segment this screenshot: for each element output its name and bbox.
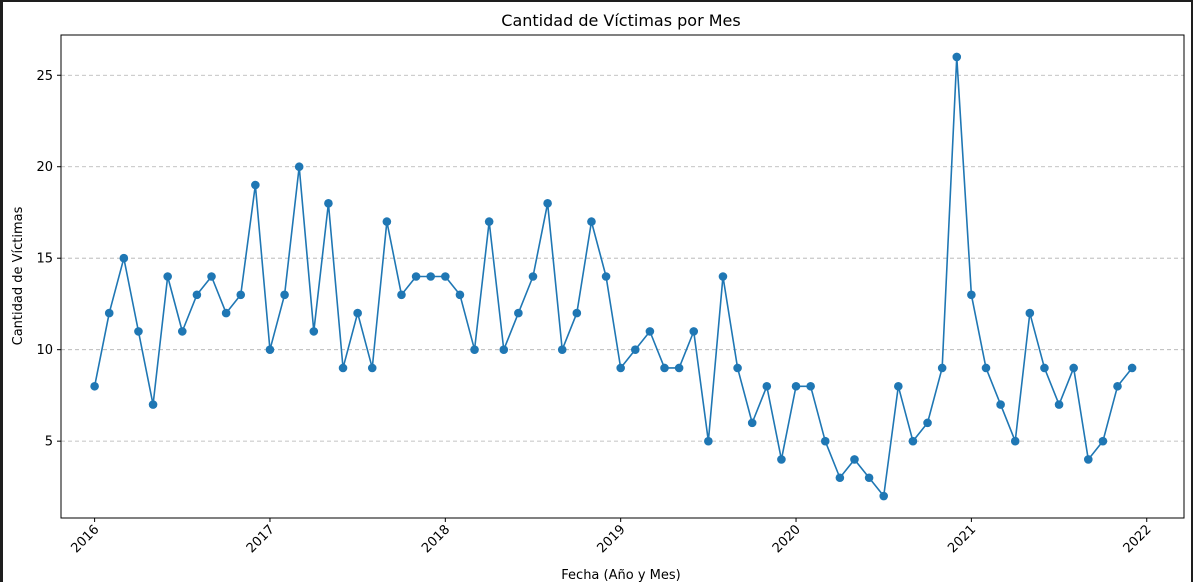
data-point-2017-04	[309, 327, 319, 336]
data-point-2018-06	[514, 308, 523, 318]
data-point-2019-08	[718, 272, 728, 281]
data-point-2020-01	[791, 381, 801, 391]
y-tick-label: 10	[36, 343, 53, 358]
x-tick-label: 2022	[1121, 522, 1155, 556]
data-point-2021-02	[981, 363, 991, 373]
data-point-2020-06	[864, 473, 874, 483]
window-frame-left	[0, 0, 3, 582]
data-point-2018-03	[470, 345, 479, 354]
data-point-2020-11	[937, 363, 947, 373]
data-point-2019-10	[747, 418, 757, 428]
data-point-2018-02	[455, 290, 465, 300]
y-tick-label: 15	[36, 252, 53, 267]
data-point-2021-11	[1113, 381, 1122, 391]
data-point-2019-06	[689, 327, 699, 336]
data-point-2016-01	[90, 381, 99, 391]
window-frame-top	[0, 0, 1193, 2]
data-point-2020-04	[835, 473, 845, 483]
data-point-2016-08	[192, 290, 202, 300]
data-point-2018-07	[528, 272, 538, 281]
data-point-2019-02	[630, 345, 640, 354]
data-point-2018-11	[587, 217, 596, 226]
data-point-2020-10	[923, 418, 932, 428]
data-point-2017-06	[338, 363, 348, 373]
data-point-2016-09	[207, 272, 216, 281]
data-point-2021-05	[1025, 308, 1035, 318]
data-point-2016-12	[251, 180, 260, 190]
x-tick-label: 2019	[594, 522, 628, 556]
data-point-2017-10	[397, 290, 406, 300]
data-point-2021-12	[1127, 363, 1137, 373]
data-point-2016-05	[148, 400, 158, 409]
data-point-2018-09	[557, 345, 567, 354]
data-point-2019-09	[733, 363, 742, 373]
data-point-2016-03	[119, 253, 129, 263]
y-tick-label: 20	[36, 160, 53, 175]
data-point-2021-01	[967, 290, 976, 300]
y-gridlines	[61, 74, 1184, 442]
data-point-2016-10	[221, 308, 231, 318]
data-point-2020-12	[952, 52, 962, 62]
data-point-2017-12	[426, 272, 436, 281]
data-point-2017-03	[294, 162, 304, 172]
data-point-2020-07	[879, 491, 889, 501]
data-point-2020-08	[894, 381, 903, 391]
data-point-2019-05	[674, 363, 684, 373]
data-point-2019-03	[645, 327, 655, 336]
data-point-2017-11	[411, 272, 421, 281]
data-point-2016-06	[163, 272, 172, 281]
window-frame-right	[1191, 0, 1193, 582]
plot-area-frame	[60, 34, 1185, 519]
data-point-2016-04	[134, 327, 143, 336]
data-point-2021-09	[1083, 455, 1093, 464]
data-point-2019-01	[616, 363, 625, 373]
data-point-2016-02	[104, 308, 114, 318]
data-point-2021-10	[1098, 436, 1108, 446]
y-axis: 5 10 15 20 25	[36, 69, 61, 450]
data-point-2017-08	[367, 363, 377, 373]
data-point-2021-04	[1010, 436, 1020, 446]
data-point-2019-11	[762, 381, 772, 391]
data-point-2019-07	[704, 436, 713, 446]
data-point-2016-11	[236, 290, 246, 300]
y-tick-label: 25	[36, 69, 53, 84]
y-axis-label: Cantidad de Víctimas	[11, 206, 26, 345]
chart-title: Cantidad de Víctimas por Mes	[501, 11, 740, 30]
data-point-2021-07	[1054, 400, 1064, 409]
data-point-2017-05	[324, 199, 333, 208]
data-point-2019-04	[660, 363, 669, 373]
data-point-2016-07	[177, 327, 187, 336]
data-point-2019-12	[777, 455, 786, 464]
x-tick-label: 2018	[419, 522, 453, 556]
data-point-2017-07	[353, 308, 362, 318]
x-axis: 2016 2017 2018 2019 2020 2021 2022	[68, 518, 1155, 556]
data-point-2018-05	[499, 345, 509, 354]
data-point-2018-01	[441, 272, 450, 281]
x-tick-label: 2021	[945, 522, 979, 556]
data-point-2017-02	[280, 290, 289, 300]
data-point-2021-08	[1069, 363, 1078, 373]
x-axis-label: Fecha (Año y Mes)	[561, 568, 680, 582]
data-point-2018-08	[543, 199, 552, 208]
x-tick-label: 2020	[770, 522, 804, 556]
data-point-2018-04	[484, 217, 494, 226]
data-point-2017-01	[265, 345, 275, 354]
data-point-2020-02	[806, 381, 815, 391]
data-point-2021-03	[996, 400, 1005, 409]
data-point-2018-12	[601, 272, 611, 281]
y-tick-label: 5	[45, 435, 53, 450]
data-point-2020-05	[850, 455, 859, 464]
data-point-2020-09	[908, 436, 918, 446]
x-tick-label: 2016	[68, 522, 102, 556]
data-point-2020-03	[820, 436, 830, 446]
series-victimas	[90, 52, 1137, 501]
data-point-2018-10	[572, 308, 582, 318]
series-line	[93, 56, 1133, 497]
data-point-2021-06	[1040, 363, 1049, 373]
data-point-2017-09	[382, 217, 392, 226]
x-tick-label: 2017	[244, 522, 278, 556]
